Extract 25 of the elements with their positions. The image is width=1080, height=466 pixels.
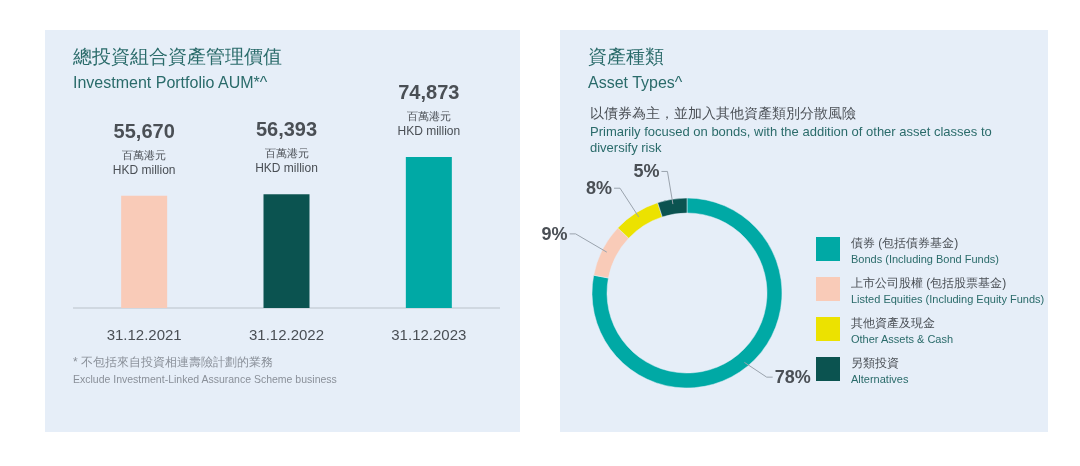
- annotation: 百萬港元 HKD million: [255, 147, 318, 176]
- annotation: 百萬港元 HKD million: [112, 148, 176, 177]
- text: Exclude Investment-Linked Assurance Scheme business: [73, 373, 337, 385]
- chart-subtitle: Asset Types^: [588, 74, 683, 91]
- chart-title: 總投資組合資產管理價值: [72, 46, 282, 67]
- legend-label: 債券 (包括債券基金) Bonds (Including Bond Funds): [851, 236, 999, 265]
- data-label: 55,670: [113, 119, 175, 142]
- legend-label: 其他資產及現金 Other Assets & Cash: [851, 316, 954, 345]
- data-label: 9%: [541, 223, 568, 244]
- text: Primarily focused on bonds, with the addition of other asset classes to diversify risk: [590, 124, 996, 155]
- annotation: 百萬港元 HKD million: [397, 110, 461, 138]
- data-label: 74,873: [398, 81, 460, 103]
- x-tick-label: 31.12.2022: [248, 326, 325, 343]
- x-tick-label: 31.12.2021: [106, 326, 182, 343]
- legend-label: 上市公司股權 (包括股票基金) Listed Equities (Including Equity Funds): [851, 276, 1045, 305]
- data-label: 56,393: [255, 118, 318, 141]
- text: * 不包括來自投資相連壽險計劃的業務: [73, 355, 274, 369]
- data-label: 78%: [774, 367, 811, 388]
- chart-subtitle: Investment Portfolio AUM*^: [73, 74, 268, 91]
- x-tick-label: 31.12.2023: [391, 326, 467, 343]
- text: 以債券為主，並加入其他資產類別分散風險: [590, 105, 856, 121]
- data-label: 5%: [633, 161, 660, 182]
- chart-title: 資產種類: [588, 46, 664, 67]
- legend-label: 另類投資 Alternatives: [851, 356, 909, 385]
- data-label: 8%: [586, 178, 613, 199]
